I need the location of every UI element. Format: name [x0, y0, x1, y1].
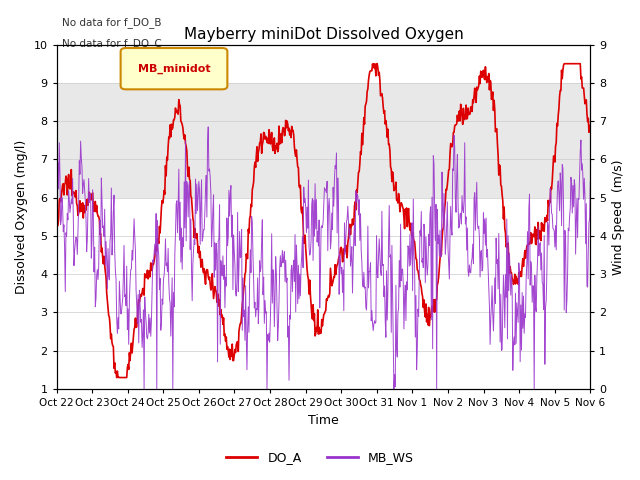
- Bar: [56, 83, 590, 198]
- Legend: DO_A, MB_WS: DO_A, MB_WS: [221, 446, 419, 469]
- Text: No data for f_DO_B: No data for f_DO_B: [62, 17, 161, 28]
- Y-axis label: Dissolved Oxygen (mg/l): Dissolved Oxygen (mg/l): [15, 140, 28, 294]
- Text: MB_minidot: MB_minidot: [138, 63, 211, 74]
- Text: No data for f_DO_C: No data for f_DO_C: [62, 37, 162, 48]
- Title: Mayberry miniDot Dissolved Oxygen: Mayberry miniDot Dissolved Oxygen: [184, 27, 463, 42]
- Y-axis label: Wind Speed  (m/s): Wind Speed (m/s): [612, 159, 625, 275]
- X-axis label: Time: Time: [308, 414, 339, 427]
- FancyBboxPatch shape: [120, 48, 227, 89]
